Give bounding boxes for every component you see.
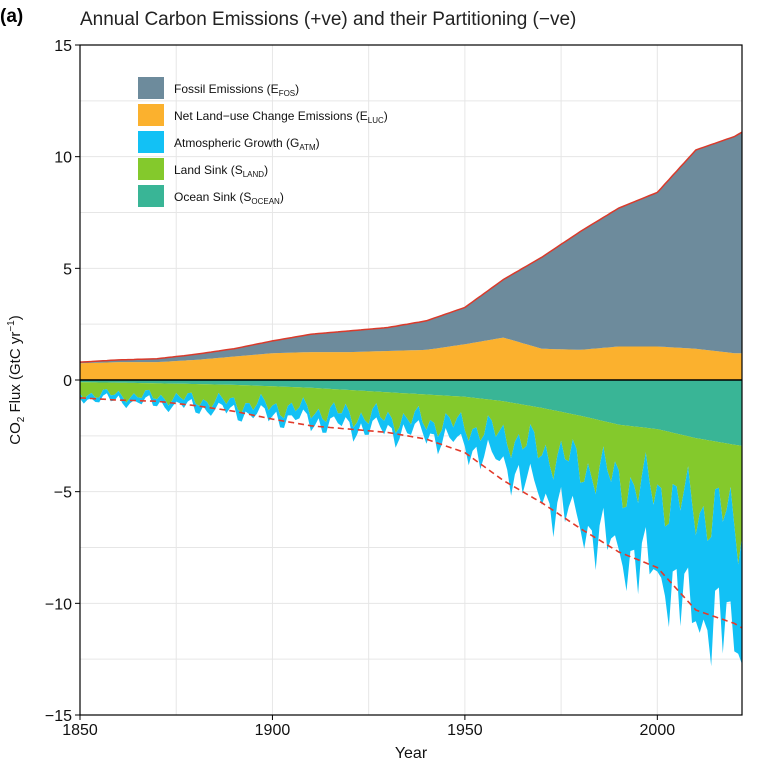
legend-swatch (138, 158, 164, 180)
legend-label-main: Net Land−use Change Emissions (E (174, 109, 368, 123)
mirrored-emissions-dashed-line (79, 397, 743, 629)
legend-swatch (138, 77, 164, 99)
y-tick-label: −10 (45, 596, 72, 613)
legend-label-subscript: LAND (243, 170, 265, 179)
x-tick-label: 1850 (62, 722, 98, 739)
area-land-use-change (80, 337, 742, 380)
legend-label-subscript: LUC (368, 116, 384, 125)
y-tick-label: 5 (63, 261, 72, 278)
legend-label-main: Fossil Emissions (E (174, 82, 279, 96)
y-tick-label: 10 (54, 150, 72, 167)
x-tick-label: 2000 (640, 722, 676, 739)
x-axis-label: Year (395, 745, 428, 762)
legend: Fossil Emissions (EFOS)Net Land−use Chan… (138, 77, 388, 207)
legend-label: Fossil Emissions (EFOS) (174, 82, 299, 98)
legend-label-tail: ) (280, 190, 284, 204)
y-label-end: ) (7, 315, 24, 320)
y-label-main: CO (7, 422, 24, 445)
legend-label-subscript: ATM (299, 143, 316, 152)
legend-label-main: Ocean Sink (S (174, 190, 251, 204)
legend-label-tail: ) (295, 82, 299, 96)
legend-label-tail: ) (384, 109, 388, 123)
x-tick-label: 1900 (255, 722, 291, 739)
axes: −15 −10 −5 0 5 10 15 1850 1900 1950 2000 Year CO2 Fl… (6, 38, 743, 762)
y-tick-label: −15 (45, 708, 72, 725)
area-land-sink (80, 382, 742, 565)
legend-label-main: Land Sink (S (174, 163, 243, 177)
y-tick-label: 0 (63, 373, 72, 390)
total-emissions-line (79, 131, 743, 363)
y-axis-label: CO2 Flux (GtC yr−1) (6, 315, 27, 444)
legend-label: Net Land−use Change Emissions (ELUC) (174, 109, 388, 125)
legend-label: Land Sink (SLAND) (174, 163, 268, 179)
chart-title: Annual Carbon Emissions (+ve) and their … (80, 9, 577, 30)
total-lines (79, 131, 743, 629)
y-tick-label: 15 (54, 38, 72, 55)
legend-label-tail: ) (316, 136, 320, 150)
area-fossil (80, 132, 742, 364)
legend-label-subscript: OCEAN (251, 197, 280, 206)
x-tick-label: 1950 (447, 722, 483, 739)
legend-label-subscript: FOS (279, 89, 295, 98)
legend-label-tail: ) (264, 163, 268, 177)
legend-swatch (138, 131, 164, 153)
area-atmospheric-growth (80, 389, 742, 667)
area-ocean-sink (80, 380, 742, 446)
legend-label-main: Atmospheric Growth (G (174, 136, 299, 150)
panel-label: (a) (0, 6, 24, 27)
legend-swatch (138, 104, 164, 126)
area-series (80, 132, 742, 667)
y-label-rest: Flux (GtC yr (7, 332, 24, 417)
legend-label: Atmospheric Growth (GATM) (174, 136, 320, 152)
legend-label: Ocean Sink (SOCEAN) (174, 190, 284, 206)
y-tick-label: −5 (54, 485, 72, 502)
y-label-superscript: −1 (6, 320, 17, 332)
y-label-subscript: 2 (16, 416, 27, 422)
legend-swatch (138, 185, 164, 207)
